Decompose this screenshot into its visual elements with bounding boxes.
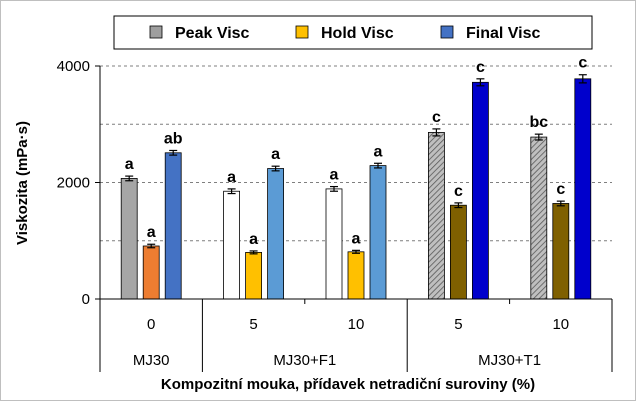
error-bar <box>476 78 485 87</box>
significance-label: a <box>249 231 258 248</box>
significance-label: a <box>330 167 339 184</box>
x-tick-label: 5 <box>249 316 257 333</box>
significance-label: a <box>227 169 236 186</box>
bar-peak-visc <box>530 136 548 300</box>
legend-label-final-visc: Final Visc <box>466 25 541 42</box>
legend-box <box>113 15 593 50</box>
error-bar <box>578 74 587 84</box>
error-bar <box>169 149 178 156</box>
error-bar <box>147 243 156 249</box>
x-axis-title: Kompozitní mouka, přídavek netradiční su… <box>161 376 535 393</box>
gridlines <box>100 65 612 242</box>
bar-hold-visc <box>245 251 263 300</box>
x-tick-label: 10 <box>348 316 365 333</box>
legend-swatch-final-visc <box>440 25 454 39</box>
bar-final-visc <box>267 168 285 300</box>
legend-swatch-hold-visc <box>295 25 309 39</box>
bar-hold-visc <box>347 251 365 300</box>
significance-label: a <box>374 143 383 160</box>
bar-peak-visc <box>120 178 138 300</box>
x-group-label: MJ30+T1 <box>478 352 541 369</box>
bar-peak-visc <box>223 190 241 300</box>
error-bar <box>352 249 360 254</box>
error-bar <box>330 185 338 192</box>
significance-label: c <box>476 59 485 76</box>
error-bar <box>249 250 258 255</box>
bar-final-visc <box>369 165 387 300</box>
significance-label: c <box>578 55 587 72</box>
bar-final-visc <box>471 81 489 300</box>
y-axis-ticks: 0 2000 4000 <box>57 58 101 308</box>
significance-label: c <box>432 109 441 126</box>
error-bar <box>556 200 565 207</box>
bars: a a ab a a a a a a c c c bc c c <box>120 55 592 300</box>
legend-label-peak-visc: Peak Visc <box>175 25 250 42</box>
significance-label: a <box>125 156 134 173</box>
x-group-label: MJ30+F1 <box>273 352 336 369</box>
significance-label: c <box>454 183 463 200</box>
bar-final-visc <box>574 78 592 300</box>
error-bar <box>125 175 134 182</box>
legend-swatch-peak-visc <box>149 25 163 39</box>
y-axis-title: Viskozita (mPa·s) <box>14 121 31 245</box>
y-tick-label: 4000 <box>57 58 90 75</box>
significance-label: a <box>271 146 280 163</box>
error-bar <box>454 202 463 209</box>
significance-label: a <box>147 224 156 241</box>
bar-peak-visc <box>325 188 343 300</box>
bar-final-visc <box>164 152 182 300</box>
bar-hold-visc <box>552 203 570 300</box>
x-tick-label: 0 <box>147 316 155 333</box>
bar-hold-visc <box>142 245 160 300</box>
y-tick-label: 2000 <box>57 175 90 192</box>
significance-label: c <box>556 181 565 198</box>
significance-label: ab <box>164 130 183 147</box>
y-tick-label: 0 <box>82 291 90 308</box>
significance-label: bc <box>529 114 548 131</box>
legend-label-hold-visc: Hold Visc <box>321 25 394 42</box>
significance-label: a <box>352 230 361 247</box>
error-bar <box>534 133 543 141</box>
x-tick-label: 5 <box>454 316 462 333</box>
error-bar <box>271 165 280 172</box>
x-axis: 0 5 10 5 10 MJ30 MJ30+F1 MJ30+T1 <box>99 298 613 372</box>
bar-hold-visc <box>449 204 467 300</box>
legend: Peak Visc Hold Visc Final Visc <box>113 15 593 50</box>
error-bar <box>374 162 382 169</box>
x-group-label: MJ30 <box>133 352 170 369</box>
x-tick-label: 10 <box>552 316 569 333</box>
bar-peak-visc <box>427 132 445 300</box>
error-bar <box>227 188 236 195</box>
error-bar <box>432 128 441 137</box>
